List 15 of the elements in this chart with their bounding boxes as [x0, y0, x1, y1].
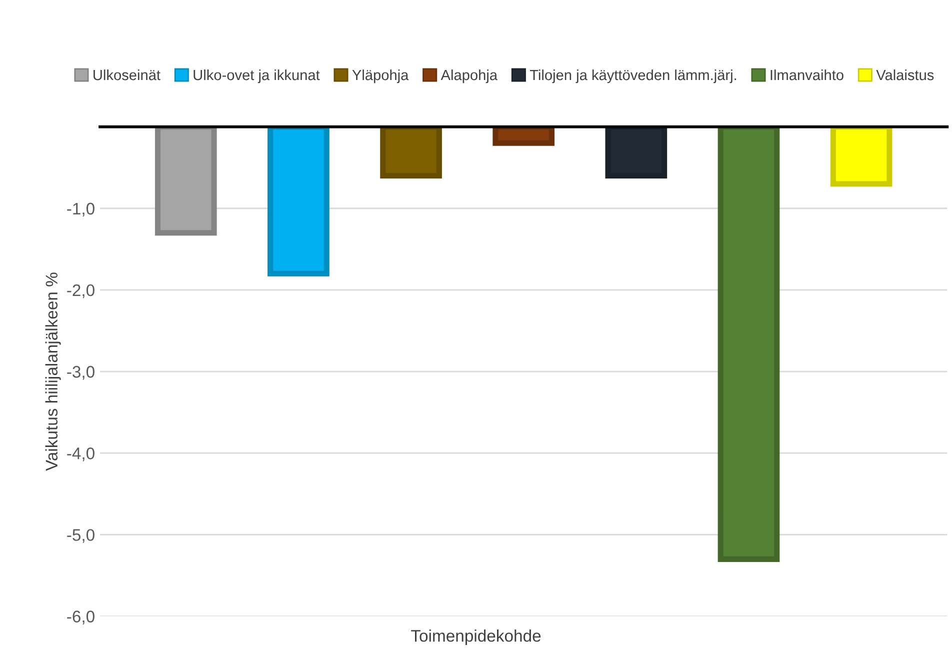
y-tick-label: -6,0 [67, 610, 94, 624]
legend-label: Ilmanvaihto [770, 69, 844, 80]
legend-label: Valaistus [876, 69, 934, 80]
x-axis-title: Toimenpidekohde [411, 630, 541, 646]
legend-label: Ulkoseinät [94, 69, 160, 80]
legend-label: Tilojen ja käyttöveden lämm.järj. [530, 69, 736, 84]
legend-label: Yläpohja [352, 69, 409, 84]
y-tick-label: -4,0 [67, 448, 94, 462]
y-axis-title: Vaikutus hiilijalanjälkeen % [45, 272, 61, 471]
y-tick-label: -3,0 [67, 366, 94, 380]
y-tick-label: -1,0 [67, 202, 94, 217]
y-tick-label: -5,0 [67, 529, 94, 543]
y-tick-label: -2,0 [67, 284, 94, 298]
legend-label: Alapohja [440, 69, 498, 84]
legend-label: Ulko-ovet ja ikkunat [194, 69, 320, 84]
